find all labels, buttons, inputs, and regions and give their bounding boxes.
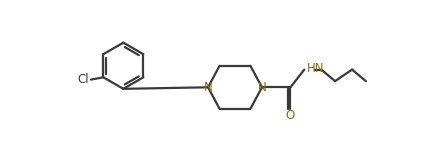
Text: N: N	[258, 81, 266, 94]
Text: N: N	[204, 81, 212, 94]
Text: O: O	[286, 108, 295, 122]
Text: Cl: Cl	[78, 73, 89, 86]
Text: HN: HN	[307, 62, 324, 75]
